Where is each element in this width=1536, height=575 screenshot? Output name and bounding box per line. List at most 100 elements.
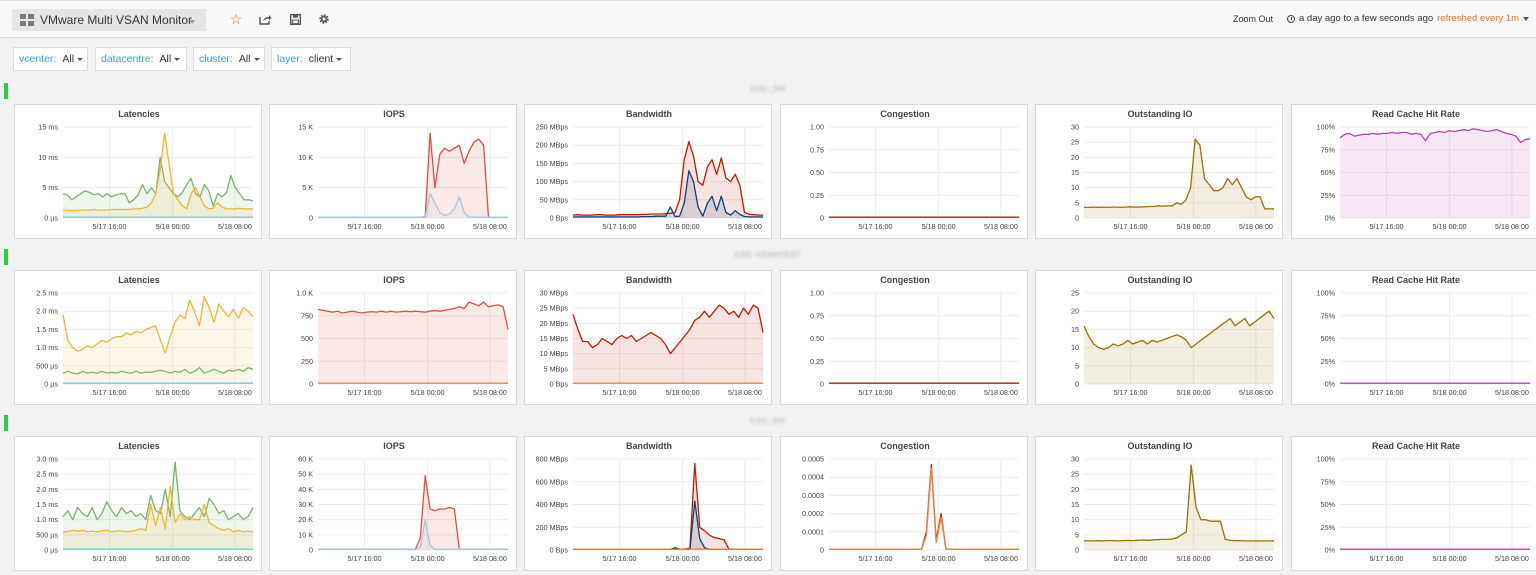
star-icon[interactable]: ☆ [229, 10, 243, 27]
graph-panel[interactable]: Latencies 3.0 ms 2.5 ms 2.0 ms 1.5 ms 1.0 ms 5… [14, 436, 262, 571]
dashboard-title-button[interactable]: VMware Multi VSAN Monitor [12, 9, 206, 31]
y-tick-label: 20 [1071, 485, 1079, 494]
row-collapse-handle[interactable] [4, 415, 8, 431]
series-fill [318, 475, 508, 550]
y-tick-label: 20 MBps [540, 319, 569, 328]
x-tick-label: 5/18 00:00 [666, 222, 700, 231]
row-title[interactable]: CDC VSANTEST [734, 252, 802, 259]
y-tick-label: 0 [820, 546, 824, 555]
graph-panel[interactable]: Congestion 1.00 0.75 0.50 0.25 0 5/17 16:00 5/1… [780, 270, 1028, 405]
y-tick-label: 100% [1317, 123, 1336, 132]
series-fill [63, 462, 253, 550]
chart-svg: Latencies 2.5 ms 2.0 ms 1.5 ms 1.0 ms 500 µs 0… [36, 275, 254, 397]
panel-title[interactable]: Outstanding IO [1128, 275, 1193, 285]
graph-panel[interactable]: Outstanding IO 30 25 20 15 10 5 0 5/17 16:00 5/18… [1035, 436, 1283, 571]
graph-panel[interactable]: Latencies 2.5 ms 2.0 ms 1.5 ms 1.0 ms 500 µs 0… [14, 270, 262, 405]
chart-svg: Outstanding IO 30 25 20 15 10 5 0 5/17 16:00 5/18… [1071, 441, 1274, 563]
panel-title[interactable]: IOPS [383, 441, 405, 451]
x-tick-label: 5/18 08:00 [984, 222, 1018, 231]
panel-title[interactable]: Bandwidth [626, 275, 672, 285]
panel-title[interactable]: Congestion [880, 109, 930, 119]
chart-svg: IOPS 1.0 K 750 500 250 0 5/17 16:00 5/18 00:00 5… [296, 275, 509, 397]
graph-panel[interactable]: Read Cache Hit Rate 100% 75% 50% 25% 0% 5/17 1… [1291, 270, 1536, 405]
panel-title[interactable]: Latencies [118, 441, 160, 451]
panel-title[interactable]: IOPS [383, 109, 405, 119]
graph-panel[interactable]: Bandwidth 250 MBps 200 MBps 150 MBps 100 MBp… [524, 104, 772, 239]
y-tick-label: 50% [1321, 168, 1336, 177]
y-tick-label: 50 MBps [540, 195, 569, 204]
share-icon[interactable] [256, 10, 274, 28]
row-collapse-handle[interactable] [4, 83, 8, 99]
variable-vcenter[interactable]: vcenter: All [13, 47, 88, 71]
panel-title[interactable]: Congestion [880, 441, 930, 451]
panel-title[interactable]: IOPS [383, 275, 405, 285]
panel-title[interactable]: Outstanding IO [1128, 109, 1193, 119]
panel-title[interactable]: Read Cache Hit Rate [1372, 441, 1460, 451]
x-tick-label: 5/18 08:00 [473, 388, 507, 397]
y-tick-label: 750 [301, 311, 313, 320]
x-tick-label: 5/18 00:00 [666, 554, 700, 563]
panel-title[interactable]: Bandwidth [626, 441, 672, 451]
graph-panel[interactable]: IOPS 60 K 50 K 40 K 30 K 20 K 10 K 0 5/17 16:00 5… [269, 436, 517, 571]
row-title[interactable]: CDC_DH [750, 86, 786, 93]
x-tick-label: 5/18 00:00 [922, 554, 956, 563]
x-tick-label: 5/17 16:00 [1370, 222, 1404, 231]
y-tick-label: 0 [820, 214, 824, 223]
x-tick-label: 5/18 08:00 [473, 554, 507, 563]
x-tick-label: 5/17 16:00 [348, 388, 382, 397]
zoom-out-button[interactable]: Zoom Out [1233, 14, 1274, 24]
x-tick-label: 5/17 16:00 [1114, 554, 1148, 563]
graph-panel[interactable]: Outstanding IO 30 25 20 15 10 5 0 5/17 16:00 5/18… [1035, 104, 1283, 239]
y-tick-label: 0 Bps [550, 380, 569, 389]
y-tick-label: 2.0 ms [36, 485, 58, 494]
x-tick-label: 5/17 16:00 [1370, 388, 1404, 397]
y-tick-label: 100 MBps [536, 177, 569, 186]
panel-title[interactable]: Latencies [118, 109, 160, 119]
graph-panel[interactable]: Bandwidth 30 MBps 25 MBps 20 MBps 15 MBps 10 … [524, 270, 772, 405]
panel-title[interactable]: Read Cache Hit Rate [1372, 275, 1460, 285]
graph-panel[interactable]: Outstanding IO 25 20 15 10 5 0 5/17 16:00 5/18 0… [1035, 270, 1283, 405]
y-tick-label: 100% [1317, 455, 1336, 464]
panel-title[interactable]: Latencies [118, 275, 160, 285]
x-tick-label: 5/17 16:00 [603, 388, 637, 397]
graph-panel[interactable]: IOPS 15 K 10 K 5 K 0 5/17 16:00 5/18 00:00 5/18… [269, 104, 517, 239]
series-line [62, 366, 254, 375]
y-tick-label: 400 MBps [536, 500, 569, 509]
variable-value: All [238, 53, 251, 65]
variable-layer[interactable]: layer: client [271, 47, 351, 71]
x-tick-label: 5/18 08:00 [218, 388, 252, 397]
variable-datacentre[interactable]: datacentre: All [95, 47, 187, 71]
graph-panel[interactable]: Bandwidth 800 MBps 600 MBps 400 MBps 200 MBp… [524, 436, 772, 571]
graph-panel[interactable]: Read Cache Hit Rate 100% 75% 50% 25% 0% 5/17 1… [1291, 436, 1536, 571]
y-tick-label: 250 MBps [536, 123, 569, 132]
series-line [1339, 128, 1531, 144]
y-tick-label: 0 µs [44, 546, 58, 555]
y-tick-label: 25 [1071, 138, 1079, 147]
y-tick-label: 25 [1071, 289, 1079, 298]
graph-panel[interactable]: Congestion 0.0005 0.0004 0.0003 0.0002 0.0001… [780, 436, 1028, 571]
y-tick-label: 60 K [298, 455, 313, 464]
row-title[interactable]: CDC_DH [750, 418, 786, 425]
row-collapse-handle[interactable] [4, 249, 8, 265]
series-line [573, 462, 763, 550]
series-fill [573, 141, 763, 218]
x-tick-label: 5/18 00:00 [1433, 388, 1467, 397]
gear-icon[interactable] [315, 10, 333, 28]
x-tick-label: 5/18 00:00 [1433, 222, 1467, 231]
chart-svg: Bandwidth 250 MBps 200 MBps 150 MBps 100 MBp… [536, 109, 763, 231]
graph-panel[interactable]: Read Cache Hit Rate 100% 75% 50% 25% 0% 5/17 1… [1291, 104, 1536, 239]
time-range-picker[interactable]: a day ago to a few seconds ago refreshed… [1287, 13, 1529, 24]
panel-title[interactable]: Bandwidth [626, 109, 672, 119]
y-tick-label: 0% [1325, 380, 1336, 389]
graph-panel[interactable]: Latencies 15 ms 10 ms 5 ms 0 µs 5/17 16:00 5/1… [14, 104, 262, 239]
x-tick-label: 5/18 08:00 [728, 554, 762, 563]
save-icon[interactable] [286, 10, 304, 28]
panel-title[interactable]: Outstanding IO [1128, 441, 1193, 451]
panel-title[interactable]: Congestion [880, 275, 930, 285]
panel-title[interactable]: Read Cache Hit Rate [1372, 109, 1460, 119]
series-line [572, 304, 764, 355]
graph-panel[interactable]: Congestion 1.00 0.75 0.50 0.25 0 5/17 16:00 5/1… [780, 104, 1028, 239]
graph-panel[interactable]: IOPS 1.0 K 750 500 250 0 5/17 16:00 5/18 00:00 5… [269, 270, 517, 405]
variable-cluster[interactable]: cluster: All [193, 47, 265, 71]
y-tick-label: 5 K [302, 183, 313, 192]
